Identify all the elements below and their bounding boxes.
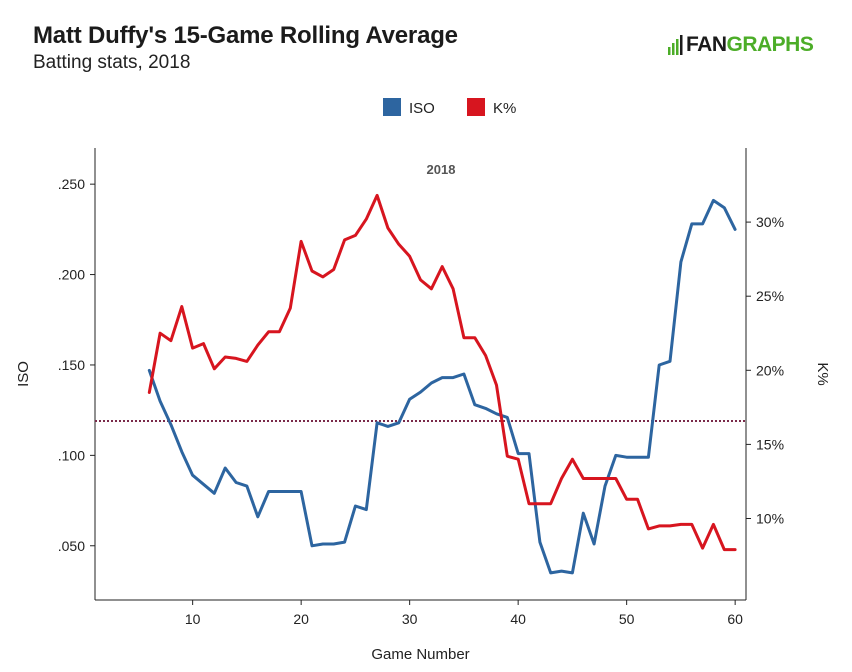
legend-item: ISO (383, 98, 435, 117)
series-line-iso (147, 198, 737, 575)
fangraphs-logo: FAN GRAPHS (668, 32, 814, 58)
legend-label: K% (493, 100, 516, 117)
legend-swatch (383, 98, 401, 116)
y-left-tick-label: .100 (58, 447, 85, 463)
logo-bars-icon (668, 35, 683, 55)
x-tick-label: 10 (185, 611, 201, 627)
axes: 10 20 30 40 50 60 .050 .100 .150 .200 .250 10% 15% 20… (58, 148, 784, 627)
legend-swatch (467, 98, 485, 116)
logo-text-graphs: GRAPHS (726, 33, 814, 56)
x-tick-label: 60 (727, 611, 743, 627)
y-right-axis-label: K% (814, 362, 831, 385)
y-right-tick-label: 30% (756, 214, 784, 230)
y-left-tick-label: .250 (58, 176, 85, 192)
legend: ISO K% (383, 98, 516, 117)
x-tick-label: 30 (402, 611, 418, 627)
y-right-tick-label: 25% (756, 288, 784, 304)
y-left-tick-label: .050 (58, 538, 85, 554)
y-left-axis-label: ISO (15, 361, 32, 387)
y-left-tick-label: .150 (58, 357, 85, 373)
x-tick-label: 20 (293, 611, 309, 627)
x-tick-label: 50 (619, 611, 635, 627)
series-lines (147, 193, 737, 575)
chart-subtitle: Batting stats, 2018 (33, 52, 191, 73)
year-annotation: 2018 (427, 162, 456, 177)
x-axis-label: Game Number (371, 646, 469, 663)
y-right-tick-label: 10% (756, 510, 784, 526)
y-left-tick-label: .200 (58, 267, 85, 283)
x-tick-label: 40 (510, 611, 526, 627)
legend-item: K% (467, 98, 516, 117)
legend-label: ISO (409, 100, 435, 117)
logo-text-fan: FAN (686, 33, 727, 56)
y-right-tick-label: 15% (756, 436, 784, 452)
y-right-tick-label: 20% (756, 362, 784, 378)
chart-title: Matt Duffy's 15-Game Rolling Average (33, 22, 458, 49)
series-line-kpct (147, 193, 737, 552)
axis-labels: Game Number ISO K% (15, 361, 831, 663)
